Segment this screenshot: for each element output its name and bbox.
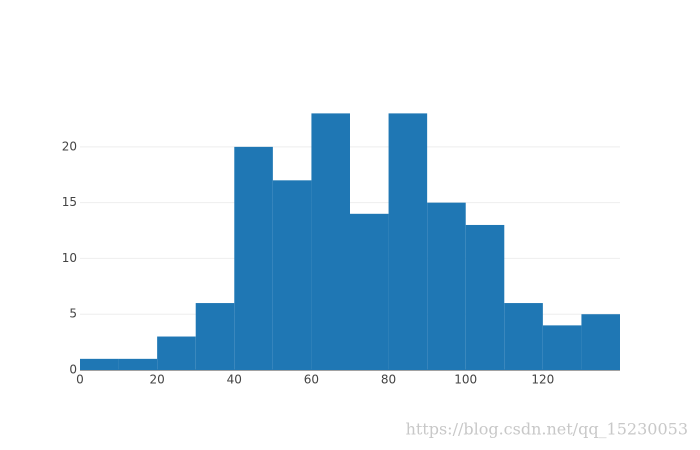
y-tick-label: 5 [69,307,77,321]
bar [427,202,466,370]
bar [80,358,119,370]
bar [195,303,235,370]
y-tick-label: 10 [62,251,77,265]
y-tick-label: 15 [62,195,77,209]
bar [388,113,428,370]
y-tick-label: 0 [69,363,77,377]
y-tick-label: 20 [62,139,77,153]
x-tick-label: 40 [227,373,242,387]
bar [157,336,196,370]
bar [542,325,582,370]
bar [350,213,389,370]
watermark: https://blog.csdn.net/qq_15230053 [406,420,688,439]
bar [272,180,312,370]
bar [118,358,158,370]
bar [234,146,273,370]
x-tick-label: 0 [76,373,84,387]
bar [504,303,543,370]
x-tick-label: 60 [304,373,319,387]
x-tick-label: 100 [454,373,477,387]
bar [581,314,620,370]
bar [311,113,350,370]
x-tick-label: 120 [531,373,554,387]
x-tick-label: 80 [381,373,396,387]
bar [465,224,505,370]
x-tick-label: 20 [150,373,165,387]
